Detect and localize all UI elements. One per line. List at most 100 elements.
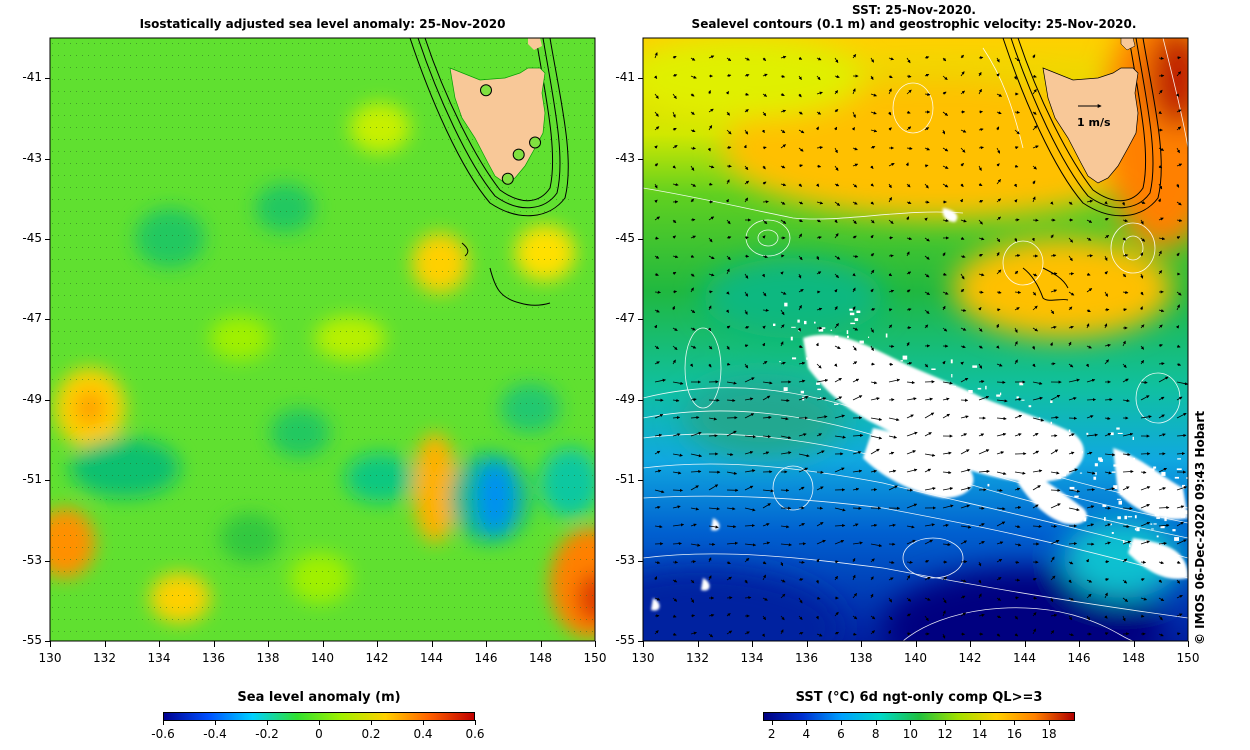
velocity-arrow: [780, 129, 786, 134]
velocity-arrow: [1086, 237, 1092, 241]
velocity-arrow: [744, 197, 749, 203]
cloud-speck: [1132, 436, 1134, 440]
velocity-arrow: [1086, 451, 1093, 455]
cloud-speck: [927, 406, 931, 408]
left-x-tick-mark: [268, 641, 269, 647]
right-colorbar-tick-mark: [945, 720, 946, 725]
velocity-arrow: [960, 579, 967, 583]
velocity-arrow: [888, 435, 898, 439]
cloud-speck: [1116, 427, 1120, 430]
cloud-speck: [921, 390, 923, 393]
cloud-speck: [906, 407, 910, 411]
velocity-arrow: [834, 126, 838, 131]
velocity-arrow: [906, 431, 918, 437]
right-y-tick-label: -43: [615, 150, 635, 165]
velocity-arrow: [726, 452, 734, 457]
velocity-arrow: [1176, 613, 1183, 617]
velocity-arrow: [942, 272, 947, 276]
velocity-arrow: [924, 453, 936, 457]
cloud-speck: [868, 396, 870, 398]
velocity-arrow: [924, 615, 929, 622]
velocity-arrow: [834, 467, 845, 473]
velocity-arrow: [1176, 126, 1182, 131]
velocity-arrow: [978, 128, 984, 132]
velocity-arrow: [654, 236, 659, 240]
velocity-arrow: [744, 73, 750, 77]
velocity-arrow: [1104, 359, 1109, 365]
velocity-arrow: [1068, 507, 1080, 512]
cloud-speck: [922, 417, 926, 420]
velocity-arrow: [906, 560, 913, 564]
cloud-speck: [1117, 516, 1121, 520]
cloud-speck: [1156, 517, 1160, 519]
velocity-arrow: [906, 361, 913, 366]
velocity-arrow: [1050, 524, 1058, 528]
velocity-arrow: [852, 574, 856, 581]
left-y-tick-label: -55: [22, 633, 42, 647]
velocity-arrow: [708, 434, 718, 438]
velocity-arrow: [762, 451, 770, 455]
velocity-arrow: [1050, 503, 1061, 509]
cloud-speck: [924, 412, 929, 414]
velocity-arrow: [1140, 504, 1150, 509]
velocity-arrow: [852, 111, 856, 118]
velocity-arrow: [1104, 234, 1110, 239]
velocity-arrow: [1068, 363, 1074, 368]
velocity-arrow: [1032, 180, 1036, 185]
velocity-arrow: [672, 111, 676, 118]
velocity-arrow: [996, 507, 1006, 511]
velocity-arrow: [690, 398, 697, 402]
velocity-arrow: [942, 487, 954, 491]
velocity-arrow: [1104, 323, 1108, 329]
velocity-arrow: [996, 323, 999, 329]
velocity-arrow: [690, 579, 695, 584]
velocity-arrow: [924, 92, 931, 96]
velocity-arrow: [672, 255, 679, 259]
velocity-arrow: [960, 183, 964, 188]
velocity-arrow: [1086, 398, 1097, 402]
velocity-arrow: [1158, 467, 1168, 473]
velocity-arrow: [834, 75, 840, 79]
velocity-arrow: [1032, 504, 1039, 509]
velocity-arrow: [653, 75, 658, 80]
cloud-speck: [985, 385, 987, 390]
velocity-arrow: [672, 597, 678, 602]
velocity-arrow: [1158, 362, 1165, 366]
velocity-arrow: [1140, 291, 1144, 296]
right-colorbar: [763, 712, 1075, 721]
velocity-arrow: [690, 485, 699, 491]
velocity-arrow: [906, 89, 912, 95]
velocity-arrow: [978, 523, 985, 527]
cloud-speck: [1004, 467, 1008, 471]
cloud-speck: [1123, 540, 1125, 544]
cloud-speck: [921, 439, 925, 443]
velocity-arrow: [672, 632, 677, 636]
velocity-arrow: [1050, 254, 1057, 258]
velocity-arrow: [960, 504, 971, 509]
cloud-speck: [915, 440, 919, 442]
velocity-arrow: [924, 291, 931, 295]
velocity-arrow: [1068, 468, 1079, 473]
velocity-arrow: [1032, 327, 1039, 332]
velocity-arrow: [834, 147, 838, 154]
velocity-arrow: [834, 90, 839, 95]
cloud-speck: [830, 329, 832, 331]
velocity-arrow: [1176, 56, 1182, 60]
velocity-arrow: [798, 433, 807, 437]
velocity-arrow: [762, 541, 771, 545]
velocity-arrow: [798, 56, 803, 60]
velocity-arrow: [1086, 288, 1093, 293]
velocity-arrow: [780, 451, 792, 455]
velocity-arrow: [978, 88, 982, 95]
right-x-tick-label: 140: [904, 651, 927, 665]
left-x-tick-label: 130: [38, 651, 62, 665]
cloud-speck: [849, 308, 853, 311]
velocity-arrow: [1032, 485, 1041, 491]
cloud-speck: [971, 437, 975, 441]
right-colorbar-tick-label: 8: [871, 727, 880, 741]
velocity-arrow: [906, 289, 911, 293]
cloud-speck: [1079, 472, 1083, 474]
left-y-tick-label: -43: [22, 150, 42, 165]
velocity-arrow: [654, 576, 658, 581]
velocity-arrow: [1050, 597, 1054, 603]
